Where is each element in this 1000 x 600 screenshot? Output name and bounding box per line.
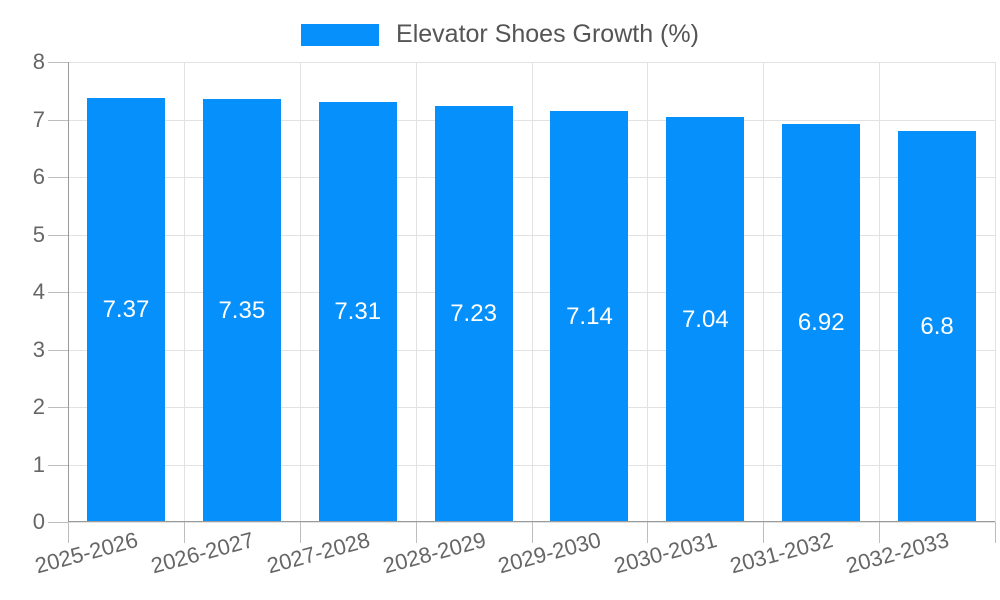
v-gridline <box>299 62 301 522</box>
y-tick-label: 8 <box>32 49 45 74</box>
y-tick-label: 7 <box>32 106 45 132</box>
bar-2029-2030[interactable]: 7.14 <box>550 111 629 522</box>
y-tick-label: 3 <box>32 336 45 362</box>
y-tick-label: 6 <box>32 164 45 189</box>
bar-2031-2032[interactable]: 6.92 <box>782 124 861 522</box>
bar-2025-2026[interactable]: 7.37 <box>86 98 165 522</box>
x-axis-tick <box>763 522 765 543</box>
legend-label: Elevator Shoes Growth (%) <box>396 20 699 48</box>
y-axis-tick <box>48 119 68 121</box>
bar-2030-2031[interactable]: 7.04 <box>666 117 745 522</box>
y-tick-label: 2 <box>32 394 45 419</box>
bar-value-label: 7.31 <box>334 297 382 325</box>
y-axis-tick <box>48 407 68 408</box>
x-axis-tick <box>531 522 533 543</box>
v-gridline <box>995 62 996 522</box>
y-tick-label: 5 <box>32 221 45 247</box>
bar-value-label: 6.8 <box>920 312 954 340</box>
y-tick-label: 0 <box>32 509 45 534</box>
bar-2027-2028[interactable]: 7.31 <box>318 101 397 522</box>
y-axis-tick <box>48 464 68 466</box>
plot-area: 7.37 7.35 7.31 7.23 7.14 7.04 6.92 6.8 0 1 2 3 4 5 6 7… <box>32 49 996 578</box>
bar-2026-2027[interactable]: 7.35 <box>202 99 281 522</box>
x-axis-tick <box>183 522 185 543</box>
bar-value-label: 7.23 <box>450 300 497 328</box>
bar-value-label: 7.04 <box>681 305 729 333</box>
y-axis-tick <box>48 62 68 63</box>
y-axis-line <box>68 62 69 522</box>
x-axis-tick <box>415 522 417 543</box>
x-axis-tick <box>647 522 649 543</box>
legend-swatch-icon <box>301 23 380 46</box>
v-gridline <box>531 62 533 522</box>
y-axis-tick <box>48 292 68 293</box>
y-axis-tick <box>48 522 68 523</box>
v-gridline <box>763 62 765 522</box>
chart-legend: Elevator Shoes Growth (%) <box>0 22 1000 47</box>
v-gridline <box>879 62 881 522</box>
y-axis-tick <box>48 349 68 351</box>
legend-item-elevator-shoes-growth[interactable]: Elevator Shoes Growth (%) <box>301 22 699 47</box>
bar-value-label: 7.35 <box>218 296 266 324</box>
y-axis-tick <box>48 177 68 178</box>
x-axis-tick <box>995 522 996 543</box>
v-gridline <box>183 62 185 522</box>
y-tick-label: 1 <box>32 451 45 477</box>
y-tick-label: 4 <box>32 279 45 304</box>
y-axis-tick <box>48 234 68 236</box>
bar-2032-2033[interactable]: 6.8 <box>898 131 977 522</box>
bar-value-label: 7.37 <box>102 296 150 324</box>
bar-2028-2029[interactable]: 7.23 <box>434 106 513 522</box>
v-gridline <box>647 62 649 522</box>
x-axis-tick <box>879 522 881 543</box>
x-axis-line <box>68 521 995 522</box>
bar-value-label: 6.92 <box>797 309 845 337</box>
v-gridline <box>415 62 417 522</box>
x-axis-tick <box>299 522 301 543</box>
bar-value-label: 7.14 <box>566 302 613 330</box>
x-axis-tick <box>68 522 69 543</box>
